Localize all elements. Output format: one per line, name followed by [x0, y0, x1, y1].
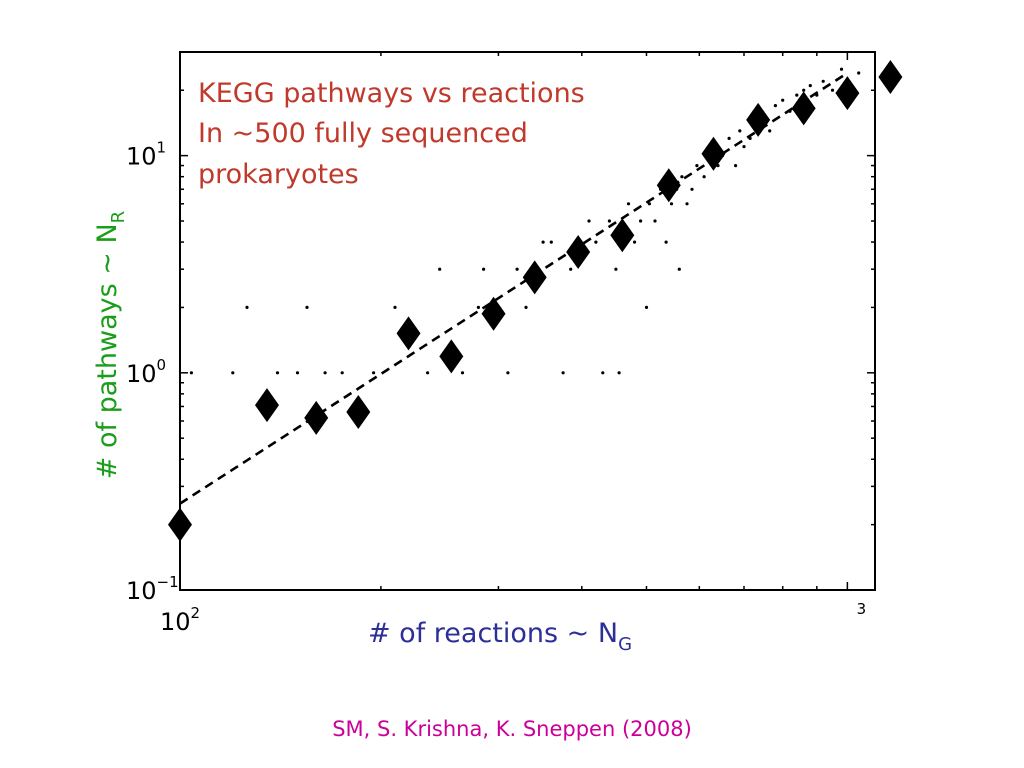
dot-point	[727, 136, 731, 140]
dot-point	[460, 371, 465, 375]
dot-point	[857, 71, 861, 75]
dot-point	[607, 219, 612, 223]
diamond-point	[746, 102, 771, 137]
y-tick-label: 101	[126, 139, 166, 171]
dot-point	[773, 104, 778, 108]
dot-point	[830, 88, 835, 92]
dot-point	[781, 98, 785, 102]
dot-point	[802, 88, 806, 92]
dot-point	[587, 219, 591, 223]
axis-ticks	[180, 51, 875, 591]
diamond-point	[791, 91, 816, 126]
diamond-point	[878, 60, 903, 95]
dot-point	[541, 240, 545, 244]
dot-point	[275, 371, 280, 375]
dot-point	[653, 219, 657, 223]
dot-point	[569, 267, 573, 271]
diamond-point	[481, 296, 506, 331]
dot-point	[734, 164, 738, 168]
y-tick-label: 10−1	[126, 573, 179, 605]
dot-point	[594, 240, 598, 244]
dot-point	[305, 305, 309, 309]
dot-point	[524, 305, 528, 309]
credit-line: SM, S. Krishna, K. Sneppen (2008)	[332, 717, 692, 741]
diamond-point	[610, 218, 635, 253]
dot-point	[426, 371, 430, 375]
diamond-point	[346, 395, 371, 430]
diamond-point	[396, 316, 421, 351]
chart-title-line-3: prokaryotes	[198, 159, 359, 190]
x-axis-label-sub: G	[618, 634, 632, 655]
x-tick-label: 3	[857, 600, 867, 618]
dot-point	[680, 175, 684, 179]
dot-point	[808, 84, 812, 88]
dot-point	[644, 305, 649, 309]
chart-marks	[168, 60, 903, 542]
dot-point	[295, 371, 300, 375]
x-tick-label: 102	[160, 604, 200, 636]
dot-point	[768, 129, 772, 133]
diamond-point	[522, 260, 547, 295]
plot-area-frame	[179, 51, 876, 591]
dot-point	[482, 267, 486, 271]
dot-point	[561, 371, 565, 375]
diamond-point	[701, 136, 726, 171]
x-axis-label-main: # of reactions ~ N	[368, 618, 618, 649]
y-axis-label: # of pathways ~ NR	[92, 211, 129, 479]
dot-point	[617, 371, 621, 375]
dot-point	[231, 371, 235, 375]
dot-point	[669, 202, 674, 206]
diamond-point	[304, 400, 329, 435]
x-axis-label: # of reactions ~ NG	[368, 618, 632, 655]
dot-point	[476, 305, 480, 309]
diamond-point	[254, 388, 279, 423]
chart-title-line-1: KEGG pathways vs reactions	[198, 78, 585, 109]
dot-point	[738, 129, 742, 133]
dot-point	[549, 240, 553, 244]
dot-point	[639, 219, 643, 223]
y-axis-label-sub: R	[108, 211, 129, 224]
diamond-point	[656, 168, 681, 203]
dot-point	[821, 79, 825, 83]
dot-point	[664, 240, 668, 244]
dot-point	[647, 202, 652, 206]
dot-point	[702, 175, 706, 179]
y-tick-label: 100	[126, 356, 166, 388]
dot-point	[742, 145, 746, 149]
dot-point	[601, 371, 605, 375]
diamond-point	[835, 76, 860, 111]
dot-point	[839, 67, 844, 71]
dot-point	[633, 240, 637, 244]
dot-point	[690, 187, 694, 191]
y-axis-label-main: # of pathways ~ N	[92, 223, 123, 479]
dot-point	[372, 371, 376, 375]
dot-point	[685, 202, 689, 206]
fit-line	[180, 71, 849, 505]
dot-point	[614, 267, 618, 271]
dot-point	[795, 93, 799, 97]
chart-title-line-2: In ~500 fully sequenced	[198, 118, 528, 149]
tick-labels: 10−1 100 101 102 3	[126, 139, 866, 636]
dot-point	[677, 267, 681, 271]
diamond-point	[566, 234, 591, 269]
dot-point	[515, 267, 519, 271]
dot-point	[340, 371, 344, 375]
dot-point	[323, 371, 327, 375]
dot-point	[506, 371, 510, 375]
dot-point	[695, 164, 699, 168]
diamond-point	[439, 339, 464, 374]
dot-point	[438, 267, 442, 271]
dot-point	[189, 371, 193, 375]
dot-point	[626, 202, 631, 206]
dot-point	[393, 305, 397, 309]
dot-point	[245, 305, 249, 309]
